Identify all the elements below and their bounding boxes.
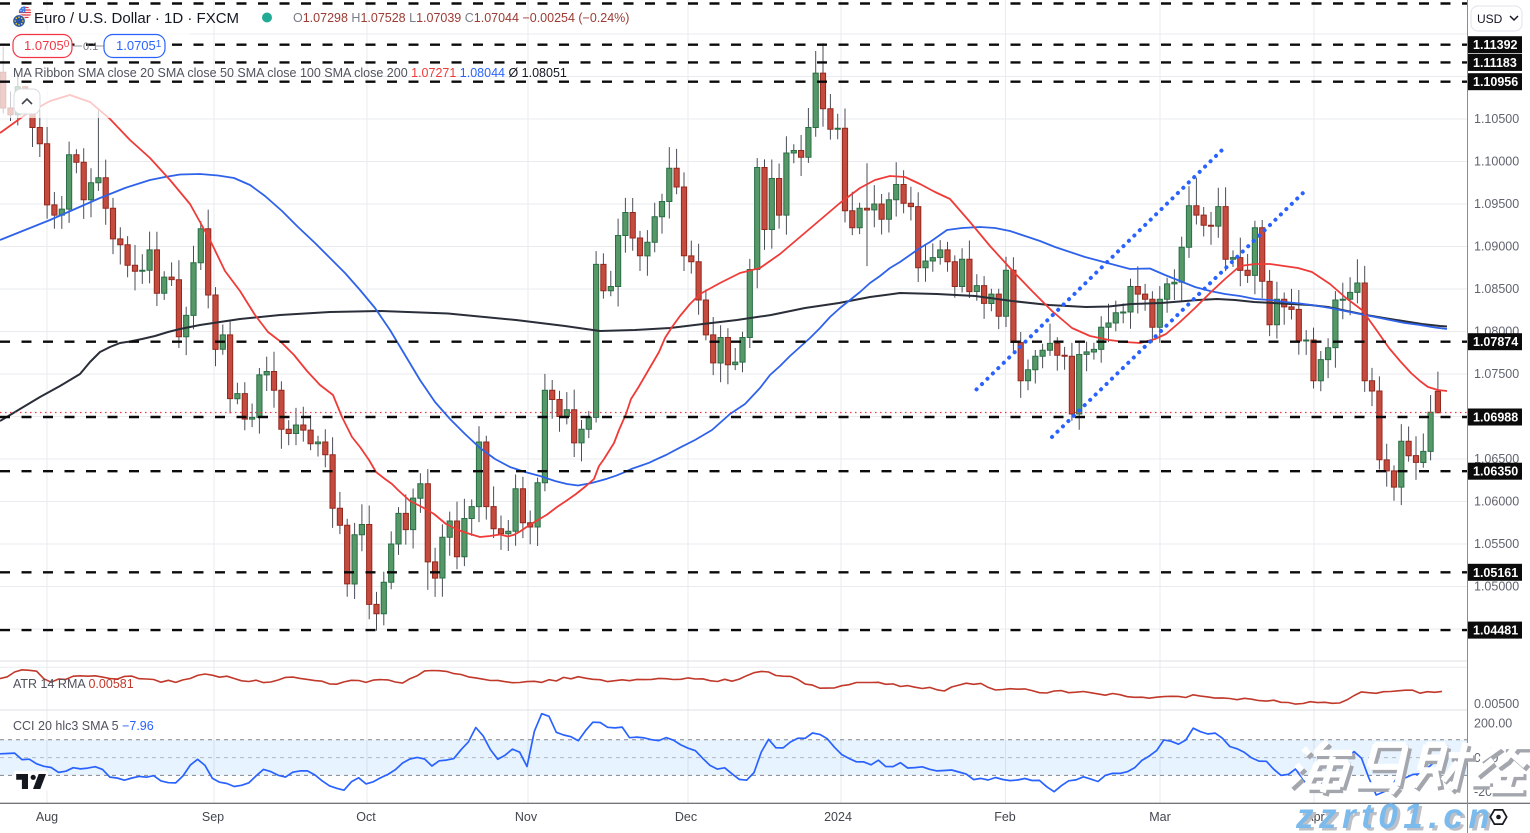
svg-text:MA Ribbon SMA close 20 SMA clo: MA Ribbon SMA close 20 SMA close 50 SMA …	[13, 66, 567, 80]
svg-text:1.10500: 1.10500	[1474, 112, 1519, 126]
svg-text:1.04481: 1.04481	[1473, 624, 1518, 638]
svg-text:ATR 14 RMA 0.00581: ATR 14 RMA 0.00581	[13, 677, 134, 691]
svg-text:1.07874: 1.07874	[1473, 335, 1518, 349]
svg-text:1.05500: 1.05500	[1474, 537, 1519, 551]
svg-text:USD: USD	[1477, 12, 1503, 26]
svg-text:1.08500: 1.08500	[1474, 282, 1519, 296]
svg-text:Nov: Nov	[515, 810, 538, 824]
svg-text:1.05000: 1.05000	[1474, 580, 1519, 594]
svg-text:1.11183: 1.11183	[1473, 56, 1517, 70]
svg-text:Feb: Feb	[994, 810, 1016, 824]
svg-text:1.10000: 1.10000	[1474, 155, 1519, 169]
svg-text:O1.07298 H1.07528 L1.07039 C1.: O1.07298 H1.07528 L1.07039 C1.07044 −0.0…	[293, 11, 629, 25]
svg-text:1.07051: 1.07051	[116, 38, 162, 53]
svg-text:Apr: Apr	[1305, 810, 1324, 824]
svg-text:zzrt01.cn: zzrt01.cn	[1295, 797, 1495, 833]
svg-text:1.11392: 1.11392	[1473, 38, 1518, 52]
svg-text:zzrt01.cn: zzrt01.cn	[1298, 800, 1498, 833]
svg-text:1.06000: 1.06000	[1474, 495, 1519, 509]
svg-text:Euro / U.S. Dollar · 1D · FXCM: Euro / U.S. Dollar · 1D · FXCM	[34, 10, 239, 27]
svg-text:Aug: Aug	[36, 810, 58, 824]
svg-text:1.06988: 1.06988	[1473, 411, 1518, 425]
svg-text:Oct: Oct	[356, 810, 376, 824]
svg-text:1.05161: 1.05161	[1473, 566, 1518, 580]
svg-text:0.00500: 0.00500	[1474, 697, 1519, 711]
svg-text:Dec: Dec	[675, 810, 697, 824]
svg-text:1.09000: 1.09000	[1474, 240, 1519, 254]
svg-text:CCI 20 hlc3 SMA 5 −7.96: CCI 20 hlc3 SMA 5 −7.96	[13, 719, 154, 733]
svg-text:1.10956: 1.10956	[1473, 75, 1518, 89]
svg-text:Sep: Sep	[202, 810, 224, 824]
svg-text:Mar: Mar	[1149, 810, 1171, 824]
svg-text:1.06350: 1.06350	[1473, 465, 1518, 479]
svg-text:1.07500: 1.07500	[1474, 367, 1519, 381]
svg-text:2024: 2024	[824, 810, 852, 824]
svg-text:1.07050: 1.07050	[24, 38, 70, 53]
svg-text:0.1: 0.1	[83, 41, 98, 53]
svg-text:200.00: 200.00	[1474, 717, 1512, 731]
svg-text:1.09500: 1.09500	[1474, 197, 1519, 211]
